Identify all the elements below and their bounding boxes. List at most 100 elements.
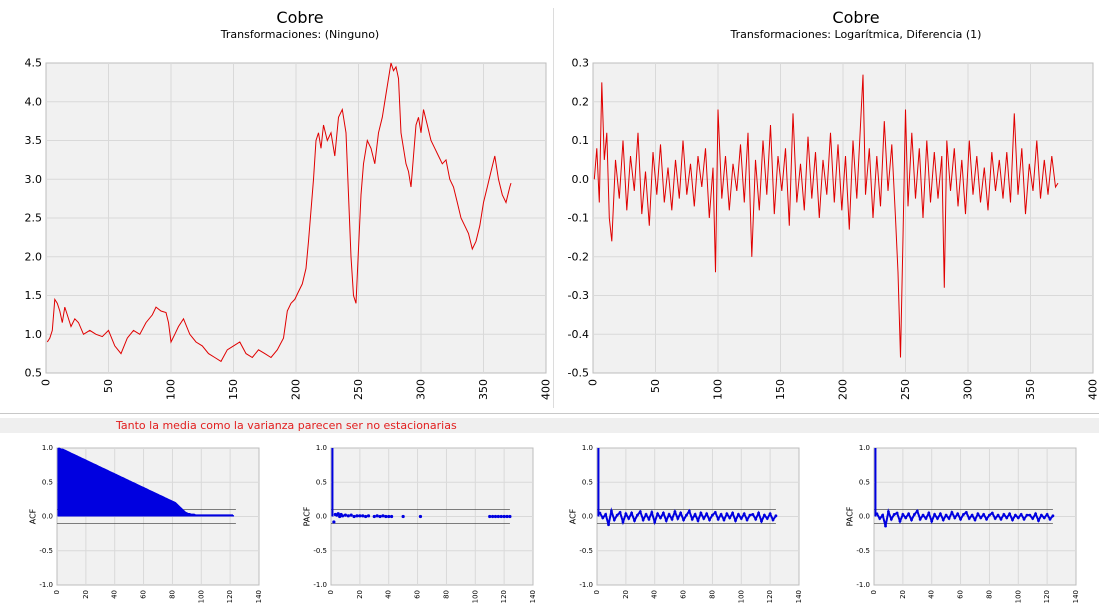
x-tick-label: 20 xyxy=(82,590,90,599)
correlogram-point xyxy=(910,519,913,522)
x-tick-label: 0 xyxy=(40,379,53,386)
correlogram-point xyxy=(927,512,930,515)
correlogram-point xyxy=(916,510,919,513)
correlogram-point xyxy=(656,512,659,515)
x-tick-label: 200 xyxy=(837,379,850,400)
x-tick-label: 20 xyxy=(899,590,907,599)
correlogram-point xyxy=(922,514,925,517)
correlogram-point xyxy=(948,517,951,520)
y-tick-label: 4.0 xyxy=(25,95,43,108)
chart-subtitle: Transformaciones: Logarítmica, Diferenci… xyxy=(730,28,982,41)
x-tick-label: 200 xyxy=(290,379,303,400)
pacf-point xyxy=(361,514,364,517)
correlogram-point xyxy=(907,512,910,515)
correlogram-point xyxy=(711,514,714,517)
pacf-point xyxy=(350,514,353,517)
vertical-divider xyxy=(553,8,554,408)
correlogram-point xyxy=(997,514,1000,517)
correlogram-point xyxy=(676,517,679,520)
pacf-point xyxy=(497,515,500,518)
x-tick-label: 400 xyxy=(540,379,551,400)
y-tick-label: 0.5 xyxy=(859,478,870,486)
y-tick-label: 0.0 xyxy=(42,513,53,521)
y-tick-label: -1.0 xyxy=(313,581,327,589)
correlogram-point xyxy=(1037,519,1040,522)
correlogram-point xyxy=(604,513,607,516)
correlogram-point xyxy=(884,525,887,528)
stationarity-note: Tanto la media como la varianza parecen … xyxy=(116,418,457,433)
correlogram-point xyxy=(772,519,775,522)
pacf-point xyxy=(508,515,511,518)
correlogram-point xyxy=(622,521,625,524)
correlogram-point xyxy=(890,518,893,521)
x-tick-label: 100 xyxy=(1014,590,1022,603)
correlogram-point xyxy=(760,520,763,523)
correlogram-point xyxy=(942,519,945,522)
x-tick-label: 120 xyxy=(500,590,508,603)
x-tick-label: 40 xyxy=(111,590,119,599)
pacf-point xyxy=(491,515,494,518)
y-axis-label: PACF xyxy=(846,506,855,526)
y-tick-label: -0.5 xyxy=(856,547,870,555)
y-tick-label: 0.5 xyxy=(316,478,327,486)
correlogram-point xyxy=(1023,518,1026,521)
correlogram-point xyxy=(630,512,633,515)
x-tick-label: 140 xyxy=(529,590,537,603)
pacf-point xyxy=(402,515,405,518)
y-tick-label: 0.0 xyxy=(572,173,590,186)
y-tick-label: 1.0 xyxy=(582,444,593,452)
correlogram-point xyxy=(639,510,642,513)
correlogram-point xyxy=(965,511,968,514)
correlogram-point xyxy=(1052,514,1055,517)
pacf-point xyxy=(373,515,376,518)
correlogram-point xyxy=(668,513,671,516)
correlogram-point xyxy=(887,510,890,513)
correlogram-point xyxy=(881,514,884,517)
correlogram-point xyxy=(607,523,610,526)
y-tick-label: -0.5 xyxy=(568,367,589,380)
correlogram-point xyxy=(766,517,769,520)
correlogram-point xyxy=(731,512,734,515)
correlogram-point xyxy=(971,514,974,517)
y-tick-label: -0.2 xyxy=(568,250,589,263)
correlogram-point xyxy=(723,519,726,522)
y-tick-label: -0.5 xyxy=(39,547,53,555)
y-tick-label: 0.5 xyxy=(25,367,43,380)
correlogram-point xyxy=(899,520,902,523)
correlogram-point xyxy=(896,512,899,515)
pacf-point xyxy=(500,515,503,518)
pacf-point xyxy=(344,514,347,517)
correlogram-point xyxy=(610,510,613,513)
correlogram-point xyxy=(754,518,757,521)
x-tick-label: 100 xyxy=(712,379,725,400)
correlogram-point xyxy=(697,519,700,522)
x-tick-label: 100 xyxy=(737,590,745,603)
correlogram-point xyxy=(601,516,604,519)
correlogram-point xyxy=(749,514,752,517)
correlogram-point xyxy=(985,518,988,521)
x-tick-label: 140 xyxy=(1072,590,1080,603)
correlogram-point xyxy=(699,512,702,515)
x-tick-label: 40 xyxy=(651,590,659,599)
correlogram-point xyxy=(959,518,962,521)
x-tick-label: 60 xyxy=(680,590,688,599)
correlogram-point xyxy=(936,517,939,520)
correlogram-point xyxy=(743,512,746,515)
pacf-point xyxy=(378,515,381,518)
x-tick-label: 50 xyxy=(102,379,115,393)
x-tick-label: 400 xyxy=(1087,379,1099,400)
y-axis-label: ACF xyxy=(29,508,38,524)
y-tick-label: 0.0 xyxy=(582,513,593,521)
pacf-point xyxy=(381,514,384,517)
x-tick-label: 20 xyxy=(622,590,630,599)
pacf-point xyxy=(347,514,350,517)
correlogram-point xyxy=(694,513,697,516)
x-tick-label: 250 xyxy=(899,379,912,400)
correlogram-point xyxy=(901,513,904,516)
correlogram-point xyxy=(1034,512,1037,515)
pacf-point xyxy=(505,515,508,518)
correlogram-point xyxy=(642,519,645,522)
